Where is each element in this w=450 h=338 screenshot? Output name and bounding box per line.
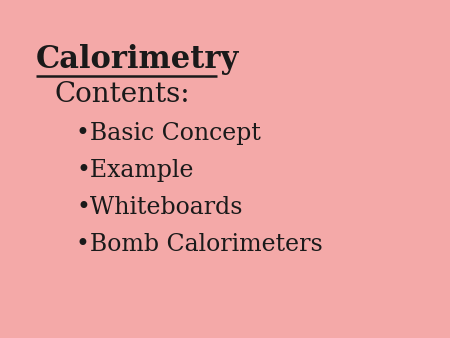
Text: Contents:: Contents: [54, 81, 189, 108]
Text: •Basic Concept: •Basic Concept [76, 122, 261, 145]
Text: Calorimetry: Calorimetry [36, 44, 239, 75]
Text: •Bomb Calorimeters: •Bomb Calorimeters [76, 233, 323, 256]
Text: •Whiteboards: •Whiteboards [76, 196, 243, 219]
Text: •Example: •Example [76, 159, 194, 182]
